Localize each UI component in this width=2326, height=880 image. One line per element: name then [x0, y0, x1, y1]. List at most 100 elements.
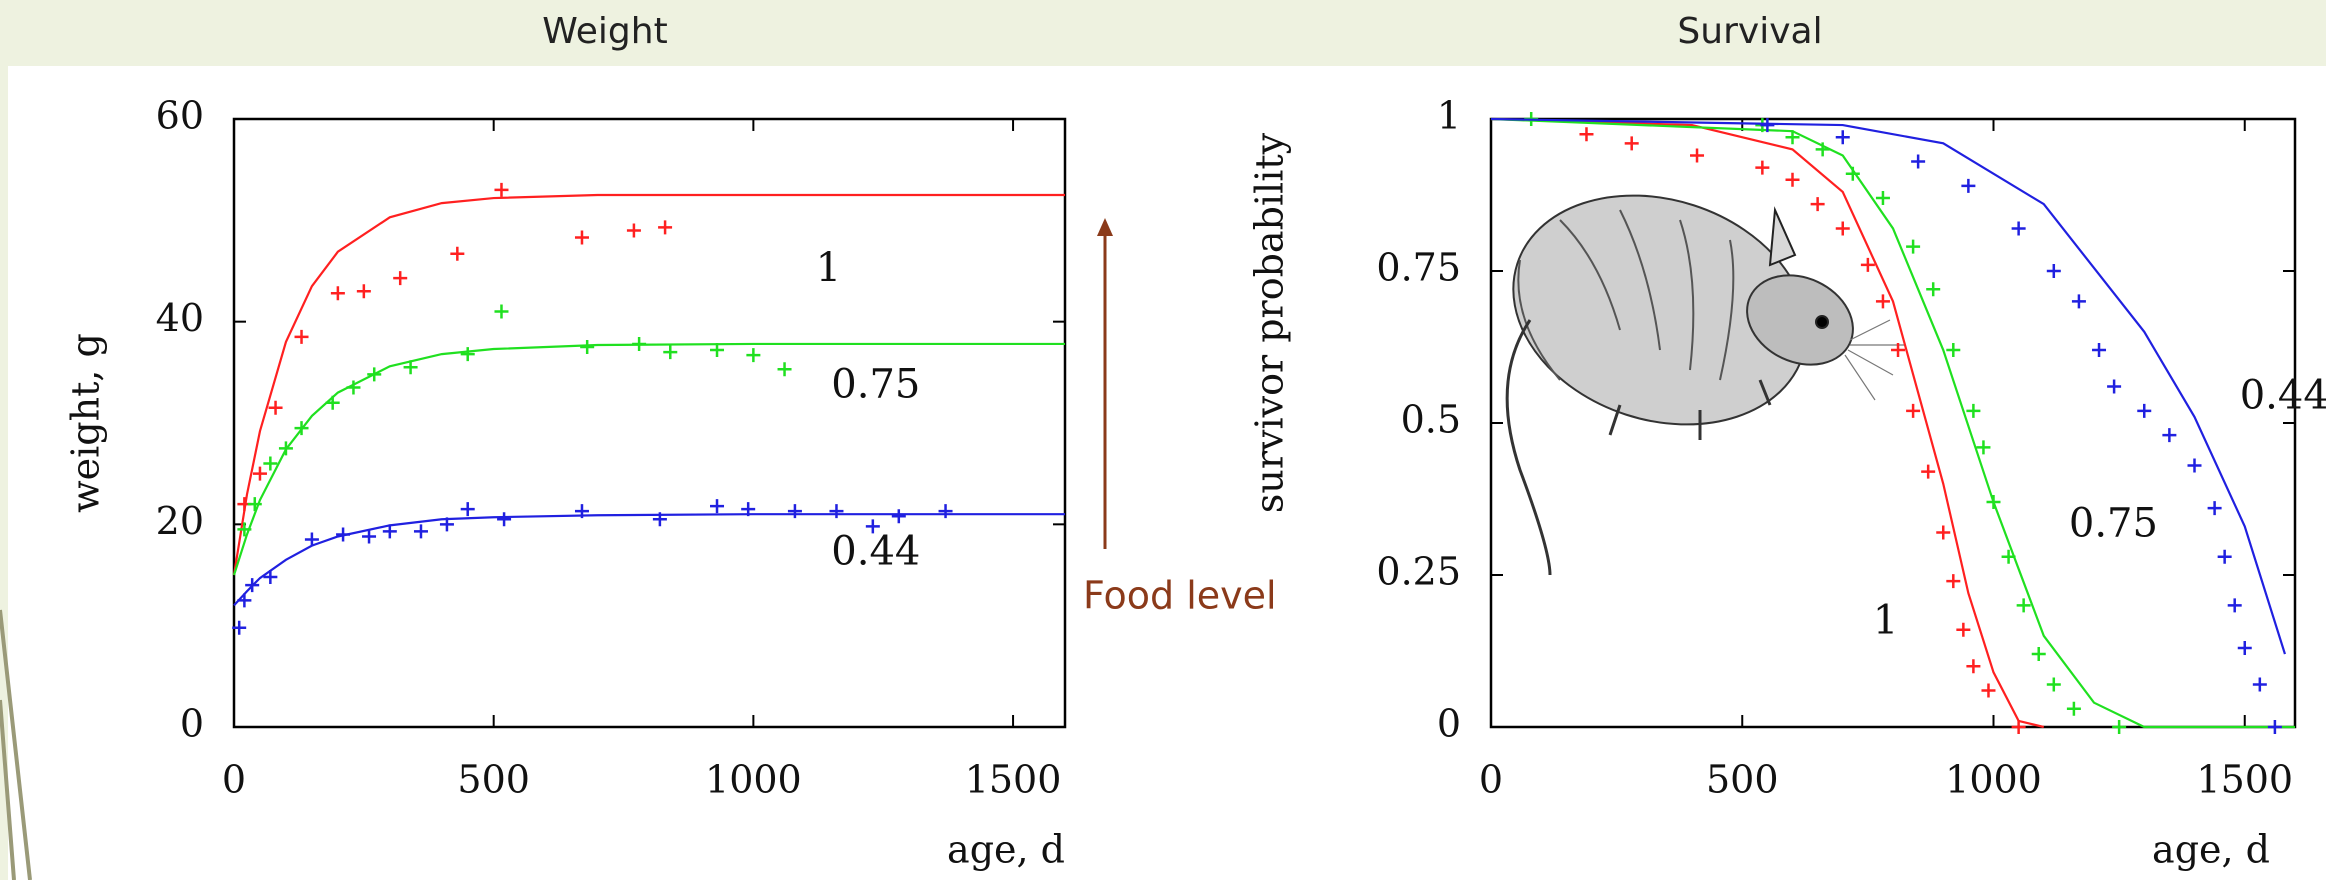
y-tick-label: 0.5: [1401, 398, 1461, 442]
data-point: [382, 524, 397, 539]
data-point: [1785, 172, 1800, 187]
decor-lines: [0, 609, 32, 880]
data-point: [268, 400, 283, 415]
data-point: [1911, 154, 1926, 169]
x-tick-label: 1000: [705, 758, 802, 802]
data-point: [439, 517, 454, 532]
slide-header-band: [0, 0, 2326, 66]
data-point: [1845, 166, 1860, 181]
data-point: [777, 362, 792, 377]
data-point: [413, 524, 428, 539]
data-point: [1936, 525, 1951, 540]
data-point: [304, 532, 319, 547]
series-label: 0.44: [2240, 373, 2326, 419]
data-point: [626, 223, 641, 238]
data-point: [494, 182, 509, 197]
y-tick-label: 60: [156, 94, 204, 138]
data-point: [2252, 677, 2267, 692]
data-point: [2137, 403, 2152, 418]
data-point: [2011, 221, 2026, 236]
data-point: [652, 512, 667, 527]
data-point: [2001, 549, 2016, 564]
data-point: [938, 504, 953, 519]
x-tick-label: 1500: [965, 758, 1062, 802]
data-point: [494, 304, 509, 319]
data-point: [237, 593, 252, 608]
y-tick-label: 0: [1437, 702, 1461, 746]
x-tick-label: 0: [1479, 758, 1503, 802]
data-point: [263, 456, 278, 471]
data-point: [1835, 221, 1850, 236]
y-tick-label: 0.75: [1376, 246, 1461, 290]
series-label: 0.75: [831, 362, 920, 408]
data-point: [2187, 458, 2202, 473]
data-point: [1760, 118, 1775, 133]
data-point: [294, 329, 309, 344]
data-point: [1966, 659, 1981, 674]
data-point: [891, 509, 906, 524]
series-label: 0.75: [2069, 500, 2158, 546]
data-point: [2031, 647, 2046, 662]
data-point: [278, 441, 293, 456]
data-point: [1690, 148, 1705, 163]
x-axis-label: age, d: [2152, 828, 2270, 872]
data-point: [1785, 130, 1800, 145]
data-point: [741, 502, 756, 517]
y-axis-label: survivor probability: [1248, 132, 1292, 513]
data-point: [2267, 720, 2282, 734]
mouse-drawing: [1505, 194, 1905, 576]
data-point: [2112, 720, 2127, 734]
plot-frame: [232, 117, 1067, 729]
y-tick-label: 40: [156, 296, 204, 340]
data-point: [1835, 130, 1850, 145]
data-point: [710, 499, 725, 514]
data-point: [2016, 598, 2031, 613]
data-point: [325, 395, 340, 410]
data-point: [2237, 640, 2252, 655]
fit-curve: [1490, 117, 2286, 655]
data-point: [1956, 622, 1971, 637]
data-point: [237, 522, 252, 537]
chart-title: Survival: [1677, 11, 1822, 52]
data-point: [1976, 440, 1991, 455]
data-point: [1891, 343, 1906, 358]
data-point: [1906, 403, 1921, 418]
data-point: [1921, 464, 1936, 479]
data-point: [658, 220, 673, 235]
data-point: [2011, 720, 2026, 734]
data-point: [1815, 142, 1830, 157]
fit-curve: [232, 342, 1065, 576]
data-point: [710, 343, 725, 358]
data-point: [1906, 239, 1921, 254]
data-point: [403, 360, 418, 375]
data-point: [1860, 257, 1875, 272]
y-tick-label: 0.25: [1376, 550, 1461, 594]
data-point: [497, 512, 512, 527]
data-point: [663, 345, 678, 360]
data-point: [460, 502, 475, 517]
data-point: [580, 340, 595, 354]
data-point: [1579, 127, 1594, 142]
data-point: [574, 230, 589, 245]
y-tick-label: 1: [1437, 94, 1461, 138]
data-point: [450, 246, 465, 261]
data-point: [245, 578, 260, 593]
series-label: 1: [1873, 598, 1898, 644]
series-label: 1: [816, 245, 841, 291]
data-point: [2046, 677, 2061, 692]
data-point: [393, 271, 408, 286]
x-axis-label: age, d: [947, 828, 1065, 872]
data-point: [2107, 379, 2122, 394]
x-tick-label: 1000: [1945, 758, 2042, 802]
fit-curve: [232, 193, 1065, 576]
data-point: [1875, 191, 1890, 206]
y-tick-label: 0: [180, 702, 204, 746]
data-point: [294, 421, 309, 436]
data-point: [1986, 495, 2001, 510]
series-label: 0.44: [831, 529, 920, 575]
data-point: [1961, 178, 1976, 193]
data-point: [367, 367, 382, 382]
annotation: Food level: [1083, 574, 1277, 618]
data-point: [362, 529, 377, 544]
